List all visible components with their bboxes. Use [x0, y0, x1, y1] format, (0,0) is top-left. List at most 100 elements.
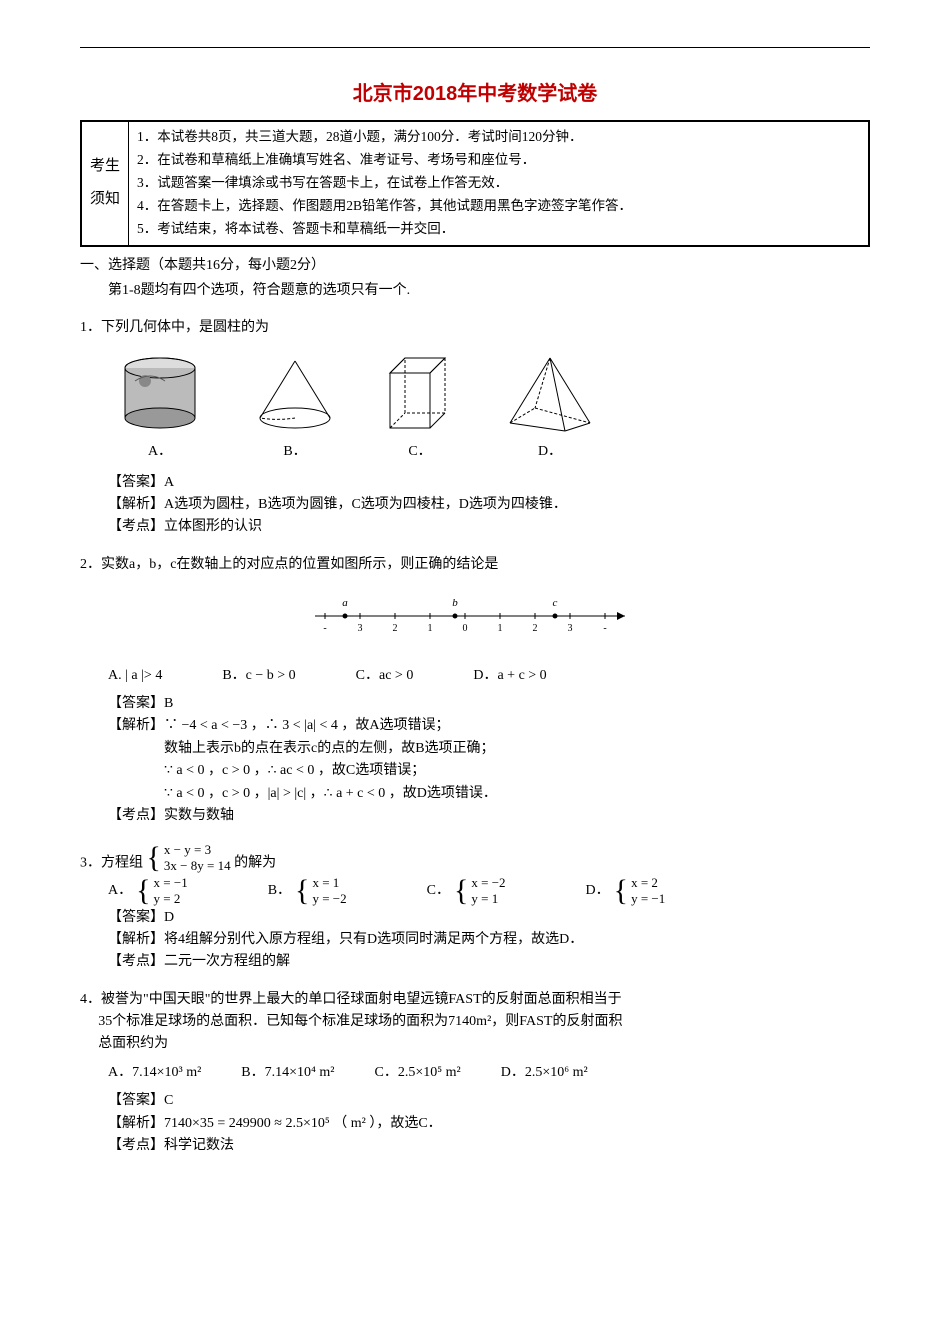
numberline-icon: - 3 2 1 0 1 2 3 - a b c: [305, 591, 645, 641]
exam-title: 北京市2018年中考数学试卷: [80, 78, 870, 110]
q3-options: A． {x = −1y = 2 B． {x = 1y = −2 C． {x = …: [80, 875, 870, 906]
q4-opt-d: D．2.5×10⁶ m²: [501, 1062, 588, 1084]
q3-c-l2: y = 1: [471, 891, 505, 907]
q3-pre: 3．方程组: [80, 856, 143, 871]
svg-text:1: 1: [498, 623, 503, 634]
q1-answer: 【答案】A: [80, 472, 870, 494]
q3-opt-c-label: C．: [427, 880, 450, 902]
cylinder-icon: [105, 353, 215, 433]
q4-options: A．7.14×10³ m² B．7.14×10⁴ m² C．2.5×10⁵ m²…: [80, 1062, 870, 1084]
q3-a-l1: x = −1: [154, 875, 188, 891]
q3-opt-d: D． {x = 2y = −1: [586, 875, 666, 906]
svg-text:c: c: [553, 597, 558, 609]
notice-box: 考生须知 1．本试卷共8页，共三道大题，28道小题，满分100分．考试时间120…: [80, 120, 870, 247]
q3-d-l1: x = 2: [631, 875, 665, 891]
q1-analysis: 【解析】A选项为圆柱，B选项为圆锥，C选项为四棱柱，D选项为四棱锥．: [80, 494, 870, 516]
q1-option-b: B．: [250, 353, 340, 464]
svg-text:1: 1: [428, 623, 433, 634]
brace-icon: {: [295, 876, 309, 906]
q4-opt-c: C．2.5×10⁵ m²: [375, 1062, 461, 1084]
q3-opt-d-label: D．: [586, 880, 610, 902]
notice-line-4: 4．在答题卡上，选择题、作图题用2B铅笔作答，其他试题用黑色字迹签字笔作答．: [137, 195, 860, 218]
q3-point: 【考点】二元一次方程组的解: [80, 951, 870, 973]
q3-system: { x − y = 3 3x − 8y = 14: [147, 842, 231, 873]
svg-text:b: b: [452, 597, 458, 609]
q3-eq2: 3x − 8y = 14: [164, 858, 231, 874]
q3-opt-a: A． {x = −1y = 2: [108, 875, 188, 906]
question-1: 1．下列几何体中，是圆柱的为 A． B．: [80, 317, 870, 538]
svg-text:3: 3: [358, 623, 363, 634]
q2-opt-a: A. | a |> 4: [108, 665, 162, 687]
q2-opt-b: B．c − b > 0: [222, 665, 295, 687]
q3-b-l1: x = 1: [312, 875, 346, 891]
section1-sub: 第1-8题均有四个选项，符合题意的选项只有一个.: [80, 280, 870, 302]
notice-line-3: 3．试题答案一律填涂或书写在答题卡上，在试卷上作答无效．: [137, 172, 860, 195]
q2-opt-d: D．a + c > 0: [473, 665, 546, 687]
svg-text:-: -: [323, 623, 326, 634]
q4-opt-b: B．7.14×10⁴ m²: [241, 1062, 334, 1084]
q4-opt-a: A．7.14×10³ m²: [108, 1062, 201, 1084]
q1-point: 【考点】立体图形的认识: [80, 516, 870, 538]
q1-opt-c-label: C．: [375, 441, 465, 463]
notice-label: 考生须知: [81, 121, 129, 246]
svg-text:2: 2: [393, 623, 398, 634]
svg-text:3: 3: [568, 623, 573, 634]
q4-l1: 4．被誉为"中国天眼"的世界上最大的单口径球面射电望远镜FAST的反射面总面积相…: [80, 989, 870, 1011]
notice-label-text: 考生须知: [90, 158, 120, 207]
question-2: 2．实数a，b，c在数轴上的对应点的位置如图所示，则正确的结论是 - 3 2 1: [80, 554, 870, 828]
q4-point: 【考点】科学记数法: [80, 1135, 870, 1157]
q3-opt-a-label: A．: [108, 880, 132, 902]
question-3: 3．方程组 { x − y = 3 3x − 8y = 14 的解为 A． {x…: [80, 842, 870, 973]
q2-an3: ∵ a < 0 ，c > 0 ，∴ ac < 0 ，故C选项错误；: [80, 760, 870, 782]
q4-analysis: 【解析】7140×35 = 249900 ≈ 2.5×10⁵ （ m² ），故选…: [80, 1113, 870, 1135]
notice-content: 1．本试卷共8页，共三道大题，28道小题，满分100分．考试时间120分钟． 2…: [129, 121, 870, 246]
q3-a-l2: y = 2: [154, 891, 188, 907]
q3-c-l1: x = −2: [471, 875, 505, 891]
q4-l2: 35个标准足球场的总面积．已知每个标准足球场的面积为7140m²，则FAST的反…: [80, 1011, 870, 1033]
brace-icon: {: [147, 843, 161, 873]
q2-point: 【考点】实数与数轴: [80, 805, 870, 827]
notice-line-5: 5．考试结束，将本试卷、答题卡和草稿纸一并交回．: [137, 218, 860, 241]
q2-opt-c: C．ac > 0: [356, 665, 414, 687]
brace-icon: {: [614, 876, 628, 906]
brace-icon: {: [136, 876, 150, 906]
prism-icon: [375, 348, 465, 433]
q3-opt-b-label: B．: [268, 880, 291, 902]
q3-eq1: x − y = 3: [164, 842, 231, 858]
svg-text:a: a: [342, 597, 348, 609]
notice-line-2: 2．在试卷和草稿纸上准确填写姓名、准考证号、考场号和座位号．: [137, 149, 860, 172]
q2-answer: 【答案】B: [80, 693, 870, 715]
q3-text: 3．方程组 { x − y = 3 3x − 8y = 14 的解为: [80, 842, 870, 875]
q2-text: 2．实数a，b，c在数轴上的对应点的位置如图所示，则正确的结论是: [80, 554, 870, 576]
q1-text: 1．下列几何体中，是圆柱的为: [80, 317, 870, 339]
q2-numberline: - 3 2 1 0 1 2 3 - a b c: [80, 591, 870, 649]
q3-analysis: 【解析】将4组解分别代入原方程组，只有D选项同时满足两个方程，故选D．: [80, 929, 870, 951]
header-rule: [80, 47, 870, 48]
q2-an2: 数轴上表示b的点在表示c的点的左侧，故B选项正确；: [80, 738, 870, 760]
q4-answer: 【答案】C: [80, 1090, 870, 1112]
notice-line-1: 1．本试卷共8页，共三道大题，28道小题，满分100分．考试时间120分钟．: [137, 126, 860, 149]
q1-opt-d-label: D．: [500, 441, 600, 463]
cone-icon: [250, 353, 340, 433]
svg-text:2: 2: [533, 623, 538, 634]
q1-option-d: D．: [500, 353, 600, 464]
q3-opt-b: B． {x = 1y = −2: [268, 875, 347, 906]
question-4: 4．被誉为"中国天眼"的世界上最大的单口径球面射电望远镜FAST的反射面总面积相…: [80, 989, 870, 1158]
q1-option-c: C．: [375, 348, 465, 464]
q3-d-l2: y = −1: [631, 891, 665, 907]
q1-opt-b-label: B．: [250, 441, 340, 463]
brace-icon: {: [454, 876, 468, 906]
q3-b-l2: y = −2: [312, 891, 346, 907]
q2-an1: 【解析】∵ −4 < a < −3 ，∴ 3 < |a| < 4 ，故A选项错误…: [80, 715, 870, 737]
q2-an4: ∵ a < 0 ，c > 0 ，|a| > |c| ，∴ a + c < 0 ，…: [80, 783, 870, 805]
q3-opt-c: C． {x = −2y = 1: [427, 875, 506, 906]
q2-options: A. | a |> 4 B．c − b > 0 C．ac > 0 D．a + c…: [80, 665, 870, 687]
section1-header: 一、选择题（本题共16分，每小题2分）: [80, 255, 870, 277]
q3-answer: 【答案】D: [80, 907, 870, 929]
q1-opt-a-label: A．: [105, 441, 215, 463]
svg-text:0: 0: [463, 623, 468, 634]
q1-option-a: A．: [105, 353, 215, 464]
svg-text:-: -: [603, 623, 606, 634]
q4-l3: 总面积约为: [80, 1033, 870, 1055]
q3-post: 的解为: [234, 856, 276, 871]
